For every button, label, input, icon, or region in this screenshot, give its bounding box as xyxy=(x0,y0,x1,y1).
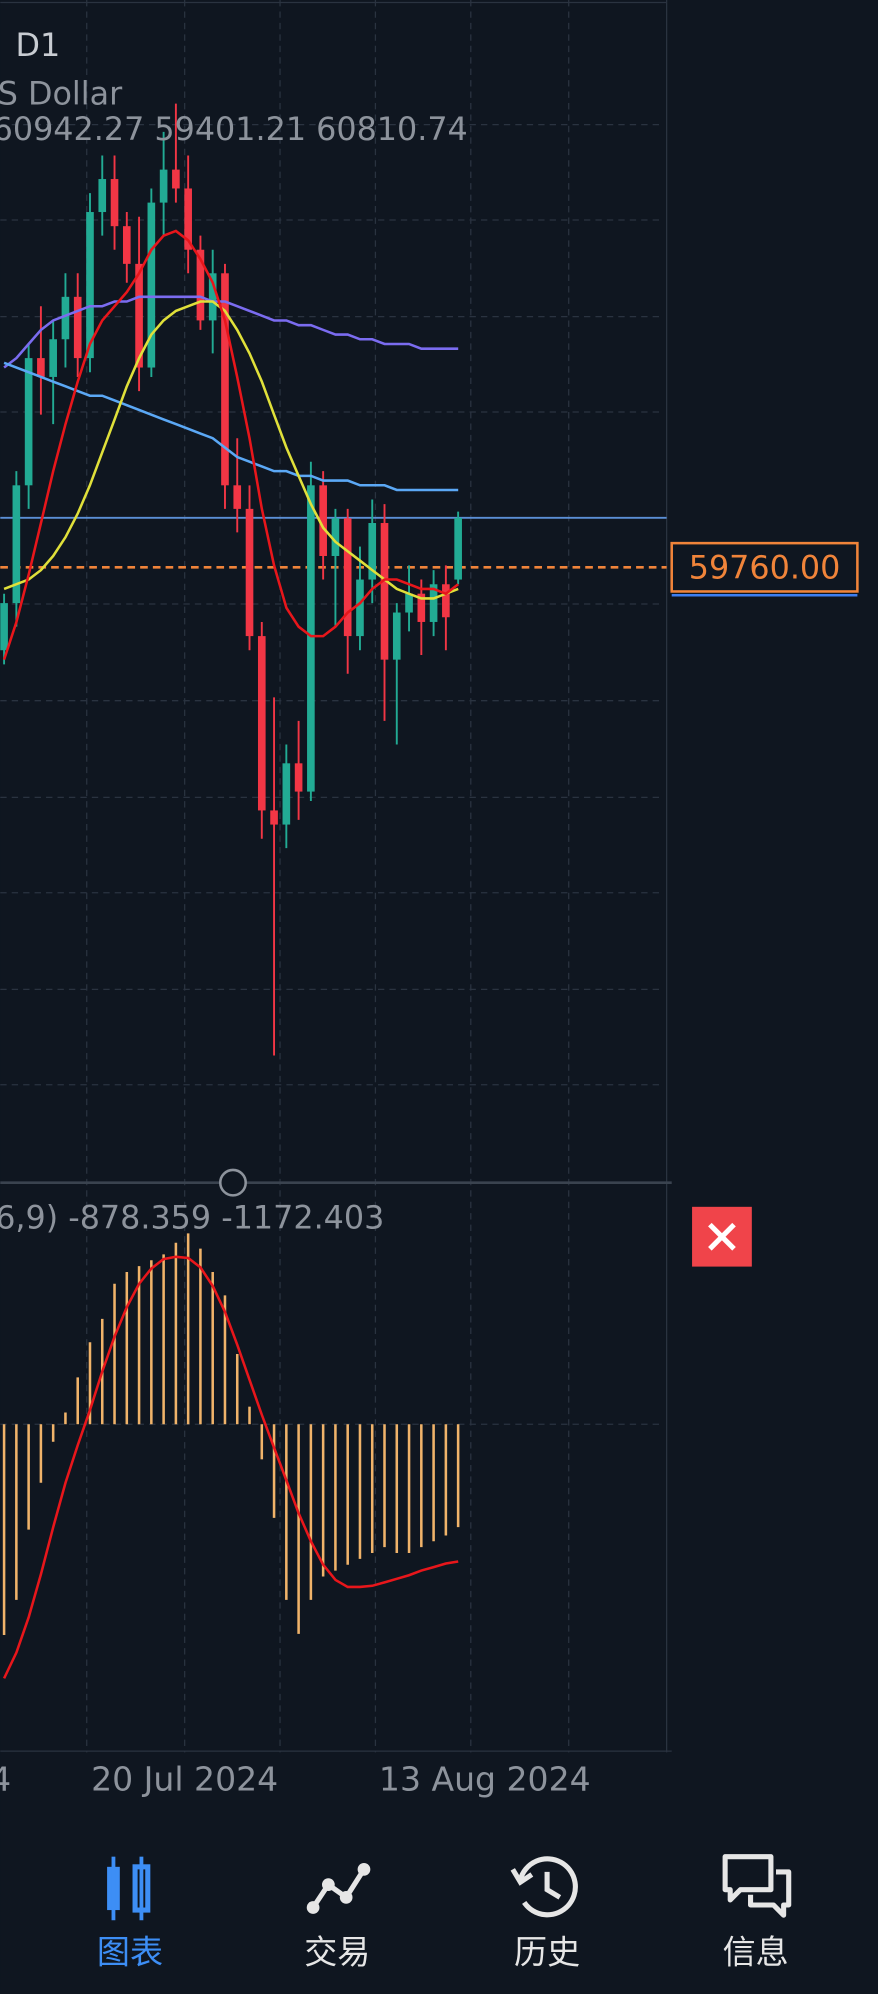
candle-body xyxy=(257,636,266,811)
nav-label[interactable]: 交易 xyxy=(304,1932,370,1971)
x-tick-label: 20 Jul 2024 xyxy=(91,1760,278,1799)
ohlc-values: 60942.27 59401.21 60810.74 xyxy=(0,111,468,148)
bottom-nav: 图表 交易 历史 信息 xyxy=(97,1854,792,1972)
close-icon xyxy=(708,1222,736,1251)
candle-body xyxy=(61,296,70,340)
candle-body xyxy=(417,593,426,622)
symbol: S Dollar xyxy=(0,75,123,112)
candle-body xyxy=(147,202,156,368)
candle-body xyxy=(319,485,327,556)
nav-icon xyxy=(322,1878,335,1891)
candle-body xyxy=(86,212,94,359)
grid xyxy=(0,0,672,1753)
nav-label[interactable]: 历史 xyxy=(514,1932,580,1971)
candle-body xyxy=(392,612,401,660)
ma-line xyxy=(3,300,459,600)
candle-body xyxy=(282,763,291,825)
nav-icon xyxy=(339,1890,353,1904)
candle-body xyxy=(245,508,254,637)
candle-body xyxy=(343,518,352,637)
nav-label[interactable]: 信息 xyxy=(723,1932,789,1971)
candle-body xyxy=(331,518,340,556)
candle-body xyxy=(172,169,180,189)
chart: 59760.00 xyxy=(0,103,859,1679)
candle-body xyxy=(98,179,107,213)
candle-body xyxy=(270,810,278,825)
candle-body xyxy=(184,188,192,250)
candle-body xyxy=(196,249,205,321)
nav-icon xyxy=(310,1868,367,1909)
nav-history[interactable]: 历史 xyxy=(510,1856,580,1972)
ma-line xyxy=(3,295,459,369)
close-button[interactable] xyxy=(692,1206,752,1267)
ma-line xyxy=(3,361,459,492)
nav-icon xyxy=(722,1854,774,1903)
candle-body xyxy=(294,763,303,792)
nav-icon xyxy=(306,1901,320,1914)
candle-body xyxy=(37,358,45,377)
candle-body xyxy=(110,179,119,227)
candle-body xyxy=(442,584,450,618)
candle-body xyxy=(454,517,462,580)
nav-icon xyxy=(517,1856,578,1918)
price-label: 59760.00 xyxy=(689,550,841,587)
candle-body xyxy=(221,273,229,486)
candle-body xyxy=(49,339,57,377)
nav-icon xyxy=(748,1869,792,1918)
candle-body xyxy=(12,485,21,604)
macd-label: 6,9) -878.359 -1172.403 xyxy=(0,1199,384,1236)
nav-chart[interactable]: 图表 xyxy=(97,1856,163,1972)
nav-info[interactable]: 信息 xyxy=(722,1854,792,1972)
pane-handle[interactable] xyxy=(218,1168,247,1197)
nav-icon xyxy=(510,1868,534,1886)
nav-trade[interactable]: 交易 xyxy=(304,1863,371,1971)
candle-body xyxy=(208,273,217,321)
price-label-box xyxy=(670,541,859,593)
candle-body xyxy=(73,296,82,359)
candle-body xyxy=(135,263,143,368)
candle-body xyxy=(233,485,242,509)
candle-body xyxy=(368,523,377,580)
nav-label[interactable]: 图表 xyxy=(97,1932,163,1971)
candle-body xyxy=(429,584,438,622)
candle-body xyxy=(24,358,33,486)
candle-body xyxy=(0,603,8,651)
candle-body xyxy=(356,579,364,637)
candle-body xyxy=(122,226,131,264)
nav-icon xyxy=(357,1863,371,1876)
candle-body xyxy=(380,523,389,660)
nav-icon xyxy=(544,1871,562,1900)
candle-body xyxy=(307,485,315,792)
candle-body xyxy=(405,593,413,613)
candle-body xyxy=(159,169,168,203)
ma-line xyxy=(2,229,459,661)
x-tick-label: 4 xyxy=(0,1760,11,1799)
timeframe: D1 xyxy=(16,27,61,64)
x-tick-label: 13 Aug 2024 xyxy=(379,1760,591,1799)
macd-signal xyxy=(2,1255,459,1679)
